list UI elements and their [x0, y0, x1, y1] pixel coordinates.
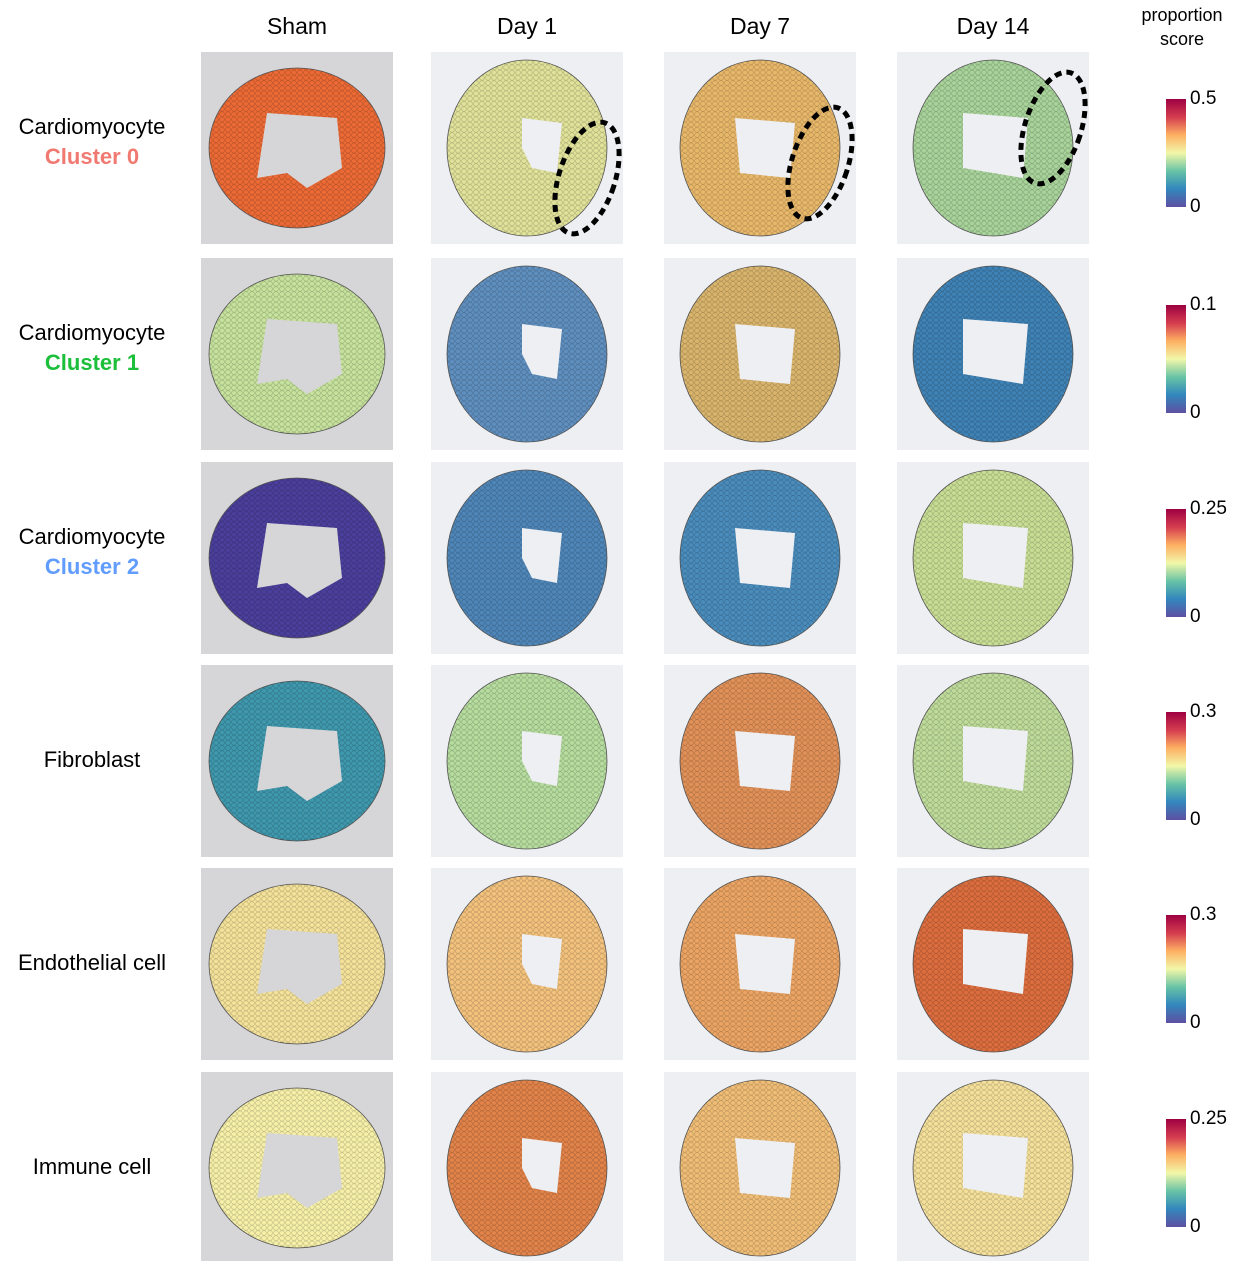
tissue-panel	[897, 868, 1089, 1060]
colorbar-min-label: 0	[1190, 196, 1201, 217]
colorbar-max-label: 0.5	[1190, 88, 1216, 109]
lumen	[735, 118, 795, 178]
colorbar-min-label: 0	[1190, 809, 1201, 830]
colorbar-min-label: 0	[1190, 606, 1201, 627]
tissue-panel	[897, 665, 1089, 857]
lumen	[963, 929, 1028, 994]
row-sublabel: Cluster 2	[45, 554, 139, 579]
figure: proportionscore Sham Day 1 Day 7 Day 14 Card…	[0, 0, 1244, 1261]
tissue-panel	[897, 258, 1089, 450]
tissue-panel	[431, 1072, 623, 1261]
row-label: Cardiomyocyte	[19, 114, 166, 139]
tissue-panel	[664, 1072, 856, 1261]
tissue-panel	[431, 52, 632, 244]
lumen	[963, 726, 1028, 791]
tissue-panel	[897, 462, 1089, 654]
colorbar-max-label: 0.3	[1190, 904, 1216, 925]
tissue-panel	[201, 52, 393, 244]
row-label: Immune cell	[33, 1154, 152, 1179]
lumen	[735, 324, 795, 384]
tissue-panel	[897, 52, 1098, 244]
tissue-panel	[201, 665, 393, 857]
column-header: Day 14	[957, 13, 1030, 39]
colorbar-min-label: 0	[1190, 402, 1201, 423]
tissue-panel	[664, 665, 856, 857]
colorbar	[1166, 99, 1186, 207]
lumen	[735, 1138, 795, 1198]
tissue-panel	[201, 258, 393, 450]
lumen	[735, 528, 795, 588]
colorbar-max-label: 0.3	[1190, 701, 1216, 722]
row-label: Cardiomyocyte	[19, 524, 166, 549]
tissue-panel	[201, 462, 393, 654]
lumen	[963, 113, 1028, 178]
colorbar-max-label: 0.1	[1190, 294, 1216, 315]
lumen	[963, 523, 1028, 588]
tissue-panel	[431, 868, 623, 1060]
lumen	[735, 731, 795, 791]
colorbar	[1166, 915, 1186, 1023]
colorbar	[1166, 1119, 1186, 1227]
colorbar	[1166, 305, 1186, 413]
tissue-panel	[431, 462, 623, 654]
tissue-panel	[664, 52, 865, 244]
tissue-panel	[664, 462, 856, 654]
row-sublabel: Cluster 1	[45, 350, 139, 375]
colorbar-min-label: 0	[1190, 1012, 1201, 1033]
row-label: Fibroblast	[44, 747, 141, 772]
page: proportionscore Sham Day 1 Day 7 Day 14 Card…	[0, 0, 1244, 1266]
tissue-panel	[201, 868, 393, 1060]
column-header: Day 1	[497, 13, 557, 39]
colorbar-max-label: 0.25	[1190, 498, 1227, 519]
colorbar-min-label: 0	[1190, 1216, 1201, 1237]
tissue-panel	[431, 665, 623, 857]
lumen	[735, 934, 795, 994]
tissue-panel	[664, 868, 856, 1060]
tissue-panel	[897, 1072, 1089, 1261]
row-sublabel: Cluster 0	[45, 144, 139, 169]
tissue-panel	[664, 258, 856, 450]
tissue-panel	[431, 258, 623, 450]
row-label: Endothelial cell	[18, 950, 166, 975]
row-label: Cardiomyocyte	[19, 320, 166, 345]
colorbar-max-label: 0.25	[1190, 1108, 1227, 1129]
lumen	[963, 319, 1028, 384]
colorbar	[1166, 712, 1186, 820]
column-header: Sham	[267, 13, 327, 39]
lumen	[963, 1133, 1028, 1198]
tissue-panel	[201, 1072, 393, 1261]
colorbar	[1166, 509, 1186, 617]
column-header: Day 7	[730, 13, 790, 39]
